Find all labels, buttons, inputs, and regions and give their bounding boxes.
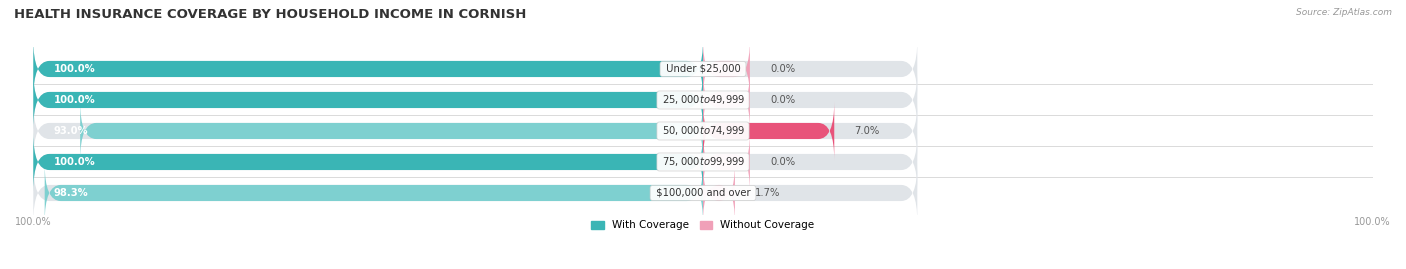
FancyBboxPatch shape — [703, 71, 749, 129]
FancyBboxPatch shape — [34, 102, 917, 160]
FancyBboxPatch shape — [703, 102, 834, 160]
Text: 0.0%: 0.0% — [770, 95, 796, 105]
FancyBboxPatch shape — [703, 133, 749, 191]
FancyBboxPatch shape — [45, 164, 703, 222]
Text: $25,000 to $49,999: $25,000 to $49,999 — [659, 94, 747, 107]
FancyBboxPatch shape — [34, 40, 917, 98]
Text: 100.0%: 100.0% — [53, 64, 96, 74]
FancyBboxPatch shape — [34, 40, 703, 98]
FancyBboxPatch shape — [34, 164, 917, 222]
Text: $75,000 to $99,999: $75,000 to $99,999 — [659, 155, 747, 168]
FancyBboxPatch shape — [80, 102, 703, 160]
Text: 7.0%: 7.0% — [855, 126, 880, 136]
Text: 1.7%: 1.7% — [755, 188, 780, 198]
Legend: With Coverage, Without Coverage: With Coverage, Without Coverage — [588, 216, 818, 235]
Text: Source: ZipAtlas.com: Source: ZipAtlas.com — [1296, 8, 1392, 17]
FancyBboxPatch shape — [34, 71, 703, 129]
Text: $50,000 to $74,999: $50,000 to $74,999 — [659, 125, 747, 137]
FancyBboxPatch shape — [34, 71, 917, 129]
Text: 0.0%: 0.0% — [770, 157, 796, 167]
Text: 0.0%: 0.0% — [770, 64, 796, 74]
FancyBboxPatch shape — [703, 164, 735, 222]
FancyBboxPatch shape — [34, 133, 917, 191]
FancyBboxPatch shape — [703, 40, 749, 98]
Text: 100.0%: 100.0% — [53, 157, 96, 167]
Text: 93.0%: 93.0% — [53, 126, 89, 136]
Text: 100.0%: 100.0% — [53, 95, 96, 105]
FancyBboxPatch shape — [34, 133, 703, 191]
Text: Under $25,000: Under $25,000 — [662, 64, 744, 74]
Text: HEALTH INSURANCE COVERAGE BY HOUSEHOLD INCOME IN CORNISH: HEALTH INSURANCE COVERAGE BY HOUSEHOLD I… — [14, 8, 526, 21]
Text: 98.3%: 98.3% — [53, 188, 89, 198]
Text: $100,000 and over: $100,000 and over — [652, 188, 754, 198]
